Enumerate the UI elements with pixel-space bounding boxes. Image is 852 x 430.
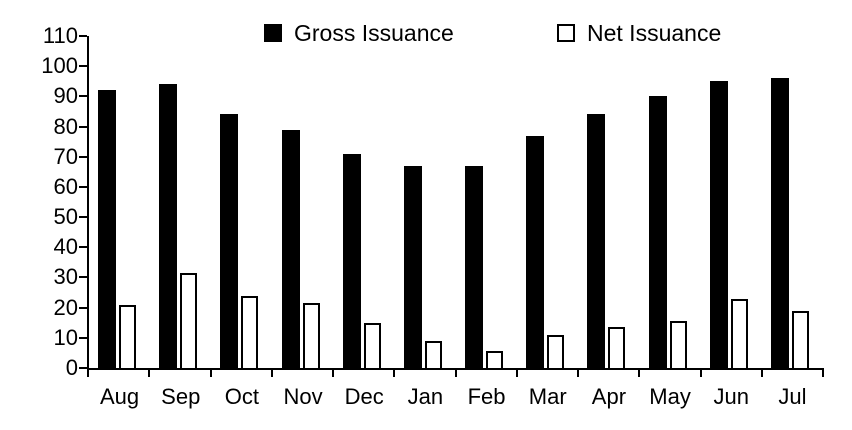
y-tick-mark xyxy=(79,65,87,68)
legend-label-gross-issuance: Gross Issuance xyxy=(294,20,454,46)
y-tick-mark xyxy=(79,185,87,188)
y-tick-label: 50 xyxy=(53,204,78,230)
bar-net-oct xyxy=(241,295,259,368)
bar-gross-apr xyxy=(587,114,606,368)
x-tick-mark xyxy=(393,368,395,377)
bar-gross-mar xyxy=(526,135,545,368)
x-tick-label-nov: Nov xyxy=(283,384,323,409)
x-tick-mark xyxy=(148,368,150,377)
y-tick-mark xyxy=(79,367,87,369)
x-tick-label-may: May xyxy=(649,384,691,409)
bar-gross-feb xyxy=(465,165,483,368)
y-tick-label: 110 xyxy=(42,23,78,48)
x-tick-label-dec: Dec xyxy=(344,384,384,409)
x-tick-label-sep: Sep xyxy=(161,384,201,409)
bar-net-feb xyxy=(486,351,503,368)
bar-gross-aug xyxy=(98,90,116,368)
bar-gross-jun xyxy=(709,81,728,368)
x-tick-mark xyxy=(822,368,824,377)
y-tick-label: 60 xyxy=(53,173,78,199)
y-tick-mark xyxy=(79,276,87,279)
bar-net-sep xyxy=(180,272,198,368)
bar-net-jul xyxy=(791,310,809,368)
x-tick-mark xyxy=(271,368,273,377)
y-tick-label: 70 xyxy=(53,143,78,169)
y-tick-label: 40 xyxy=(53,234,78,260)
x-tick-mark xyxy=(455,368,457,377)
y-tick-mark xyxy=(79,336,87,339)
x-tick-label-aug: Aug xyxy=(100,384,140,409)
y-tick-mark xyxy=(79,246,87,249)
bar-gross-may xyxy=(648,96,667,368)
y-tick-label: 80 xyxy=(53,113,78,139)
y-tick-mark xyxy=(79,306,87,309)
y-tick-label: 90 xyxy=(53,83,78,109)
bar-net-apr xyxy=(608,327,626,368)
bar-gross-nov xyxy=(281,129,300,368)
legend-item-gross-issuance: Gross Issuance xyxy=(264,20,454,46)
legend-label-net-issuance: Net Issuance xyxy=(587,20,722,46)
y-axis-line xyxy=(87,36,89,370)
x-tick-mark xyxy=(516,368,518,377)
legend-item-net-issuance: Net Issuance xyxy=(557,20,721,46)
x-tick-mark xyxy=(761,368,763,377)
bar-gross-oct xyxy=(220,114,239,368)
net-issuance-swatch-icon xyxy=(557,24,575,42)
y-tick-label: 10 xyxy=(53,324,78,350)
x-tick-mark xyxy=(210,368,212,377)
y-tick-label: 0 xyxy=(65,355,78,380)
x-tick-mark xyxy=(332,368,334,377)
y-tick-mark xyxy=(79,216,87,219)
x-tick-label-feb: Feb xyxy=(467,384,506,409)
y-tick-mark xyxy=(79,155,87,158)
bar-net-nov xyxy=(302,303,320,368)
bar-gross-jul xyxy=(770,78,789,368)
bar-net-dec xyxy=(363,322,381,368)
x-tick-label-jan: Jan xyxy=(407,384,444,409)
y-tick-mark xyxy=(79,35,87,37)
x-tick-mark xyxy=(638,368,640,377)
y-tick-mark xyxy=(79,95,87,98)
bar-net-jan xyxy=(424,340,442,368)
y-tick-mark xyxy=(79,125,87,128)
bar-net-aug xyxy=(119,304,136,368)
x-tick-label-apr: Apr xyxy=(591,384,627,409)
x-tick-label-jun: Jun xyxy=(713,384,749,409)
bar-gross-jan xyxy=(403,165,422,368)
y-tick-label: 30 xyxy=(53,264,78,290)
x-tick-label-oct: Oct xyxy=(224,384,260,409)
y-tick-label: 100 xyxy=(41,53,78,79)
bar-gross-dec xyxy=(342,153,361,368)
y-tick-label: 20 xyxy=(53,294,78,320)
gross-issuance-swatch-icon xyxy=(264,24,282,42)
bar-net-mar xyxy=(547,334,565,368)
x-tick-mark xyxy=(577,368,579,377)
x-tick-label-mar: Mar xyxy=(528,384,567,409)
x-tick-mark xyxy=(87,368,89,377)
x-tick-label-jul: Jul xyxy=(778,384,807,409)
bar-net-jun xyxy=(730,298,748,368)
bar-gross-sep xyxy=(159,84,178,368)
x-tick-mark xyxy=(700,368,702,377)
bar-net-may xyxy=(669,321,687,368)
